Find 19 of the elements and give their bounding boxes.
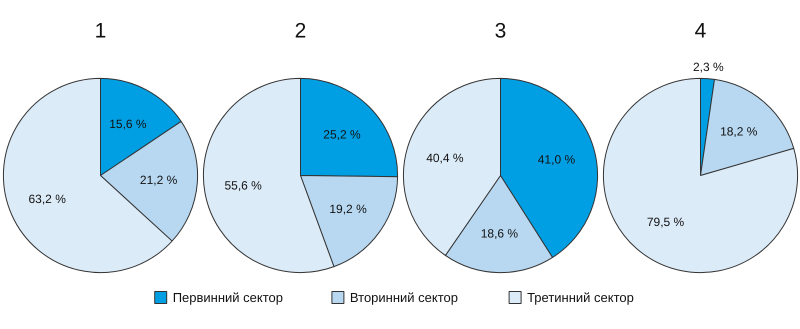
data-label: 40,4 % (426, 151, 464, 166)
data-label: 2,3 % (693, 60, 724, 74)
data-label: 21,2 % (140, 172, 178, 187)
data-label: 15,6 % (109, 117, 147, 132)
chart-title: 4 (694, 19, 707, 42)
data-label: 19,2 % (329, 202, 368, 216)
data-label: 41,0 % (538, 152, 576, 166)
legend-label: Первинний сектор (172, 290, 283, 305)
legend-label: Вторинний сектор (350, 290, 458, 305)
data-label: 55,6 % (224, 178, 262, 193)
data-label: 63,2 % (28, 192, 66, 206)
data-label: 18,2 % (720, 124, 758, 139)
data-label: 18,6 % (480, 226, 518, 241)
chart-title: 1 (94, 19, 106, 42)
chart-title: 3 (494, 19, 506, 42)
legend-label: Третинний сектор (527, 290, 634, 305)
data-label: 79,5 % (646, 215, 685, 230)
chart-title: 2 (294, 19, 306, 42)
data-label: 25,2 % (323, 128, 361, 142)
